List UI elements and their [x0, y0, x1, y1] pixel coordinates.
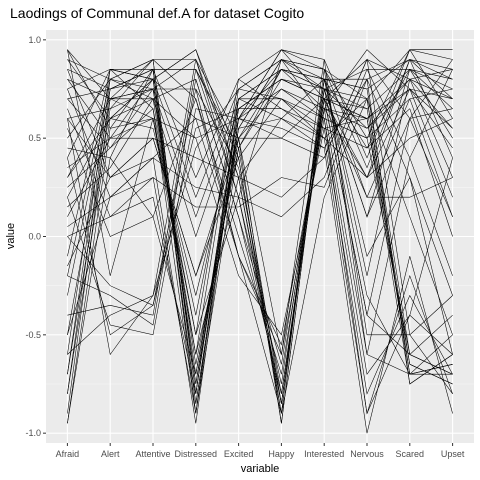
series-lines	[67, 49, 453, 434]
chart-title: Laodings of Communal def.A for dataset C…	[10, 5, 304, 21]
y-axis-title: value	[5, 223, 17, 249]
series-line	[67, 49, 453, 414]
x-tick-label: Interested	[304, 449, 344, 459]
series-line	[67, 49, 453, 346]
x-tick-label: Upset	[441, 449, 465, 459]
x-axis: Afraid Alert Attentive Distressed Excited Hap…	[56, 443, 465, 459]
series-line	[67, 68, 453, 414]
x-axis-title: variable	[241, 463, 280, 475]
y-axis: -1.0 -0.5 0.0 0.5 1.0	[25, 35, 46, 438]
x-tick-label: Excited	[224, 449, 254, 459]
x-tick-label: Scared	[396, 449, 425, 459]
y-tick-label: -0.5	[25, 330, 41, 340]
x-tick-label: Afraid	[56, 449, 80, 459]
x-tick-label: Alert	[101, 449, 120, 459]
y-tick-label: 1.0	[28, 35, 41, 45]
y-tick-label: 0.0	[28, 232, 41, 242]
series-line	[67, 59, 453, 404]
y-tick-label: -1.0	[25, 428, 41, 438]
series-line	[67, 49, 453, 365]
series-line	[67, 49, 453, 394]
series-line	[67, 118, 453, 434]
x-tick-label: Happy	[268, 449, 295, 459]
x-tick-label: Attentive	[135, 449, 170, 459]
x-tick-label: Nervous	[350, 449, 384, 459]
y-tick-label: 0.5	[28, 133, 41, 143]
series-line	[67, 59, 453, 375]
x-tick-label: Distressed	[175, 449, 218, 459]
series-line	[67, 98, 453, 198]
